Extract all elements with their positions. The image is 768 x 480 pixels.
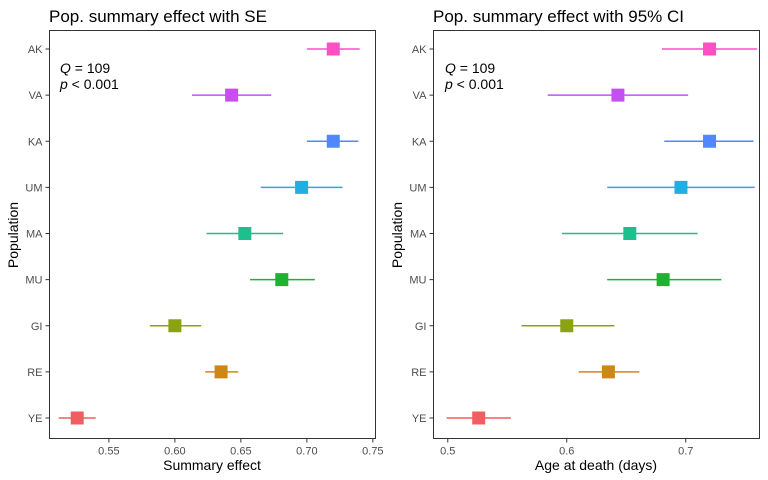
marks bbox=[58, 42, 360, 425]
point-ak bbox=[703, 42, 717, 56]
annotation-p: p < 0.001 bbox=[444, 76, 504, 92]
x-tick-label: 0.75 bbox=[362, 446, 383, 458]
y-tick-label: AK bbox=[412, 44, 427, 56]
marks bbox=[446, 42, 758, 425]
y-tick-label: MA bbox=[26, 229, 43, 241]
y-axis: AK VA KA UM MA MU GI RE YE bbox=[409, 44, 434, 425]
point-ma bbox=[238, 227, 252, 240]
y-axis-title: Population bbox=[389, 202, 405, 268]
point-ka bbox=[703, 134, 717, 148]
panel-border bbox=[49, 30, 376, 439]
x-tick-label: 0.65 bbox=[230, 446, 251, 458]
x-tick-label: 0.70 bbox=[296, 446, 317, 458]
y-tick-label: KA bbox=[28, 136, 43, 148]
x-axis: 0.5 0.6 0.7 bbox=[440, 438, 693, 458]
point-gi bbox=[560, 319, 574, 333]
y-tick-label: MA bbox=[410, 229, 427, 241]
y-tick-label: AK bbox=[28, 44, 43, 56]
y-tick-label: VA bbox=[29, 90, 44, 102]
annotation-q: Q = 109 bbox=[445, 60, 495, 76]
point-ka bbox=[326, 134, 340, 148]
y-tick-label: RE bbox=[411, 367, 426, 379]
point-va bbox=[611, 88, 625, 102]
x-axis-title: Summary effect bbox=[163, 457, 261, 473]
y-tick-label: MU bbox=[25, 275, 42, 287]
point-va bbox=[225, 88, 239, 102]
point-ak bbox=[326, 42, 340, 56]
annotation-q: Q = 109 bbox=[60, 60, 110, 76]
panel-se: Pop. summary effect with SE AK VA KA UM MA MU… bbox=[5, 7, 384, 473]
point-ye bbox=[70, 411, 84, 425]
y-tick-label: KA bbox=[412, 136, 427, 148]
x-tick-label: 0.6 bbox=[559, 446, 574, 458]
x-tick-label: 0.5 bbox=[440, 446, 455, 458]
y-tick-label: UM bbox=[25, 182, 42, 194]
point-re bbox=[601, 365, 615, 379]
annotation-p: p < 0.001 bbox=[59, 76, 119, 92]
point-re bbox=[214, 365, 228, 379]
point-ye bbox=[472, 411, 486, 425]
y-tick-label: RE bbox=[27, 367, 42, 379]
point-gi bbox=[168, 319, 182, 333]
y-tick-label: GI bbox=[31, 321, 43, 333]
y-tick-label: YE bbox=[28, 413, 43, 425]
panel-border bbox=[433, 30, 760, 439]
x-axis: 0.55 0.60 0.65 0.70 0.75 bbox=[98, 438, 384, 458]
x-tick-label: 0.7 bbox=[678, 446, 693, 458]
x-axis-title: Age at death (days) bbox=[535, 457, 657, 473]
chart-title: Pop. summary effect with SE bbox=[49, 7, 267, 26]
panel-ci: Pop. summary effect with 95% CI AK VA KA UM… bbox=[389, 7, 760, 473]
chart-title: Pop. summary effect with 95% CI bbox=[433, 7, 684, 26]
y-axis-title: Population bbox=[5, 202, 21, 268]
point-mu bbox=[275, 273, 289, 287]
point-um bbox=[295, 180, 309, 194]
y-axis: AK VA KA UM MA MU GI RE YE bbox=[25, 44, 50, 425]
point-ma bbox=[623, 227, 637, 240]
y-tick-label: GI bbox=[415, 321, 427, 333]
y-tick-label: VA bbox=[413, 90, 428, 102]
y-tick-label: YE bbox=[412, 413, 427, 425]
x-tick-label: 0.60 bbox=[164, 446, 185, 458]
point-mu bbox=[656, 273, 670, 287]
point-um bbox=[674, 180, 688, 194]
x-tick-label: 0.55 bbox=[98, 446, 119, 458]
y-tick-label: UM bbox=[409, 182, 426, 194]
y-tick-label: MU bbox=[409, 275, 426, 287]
